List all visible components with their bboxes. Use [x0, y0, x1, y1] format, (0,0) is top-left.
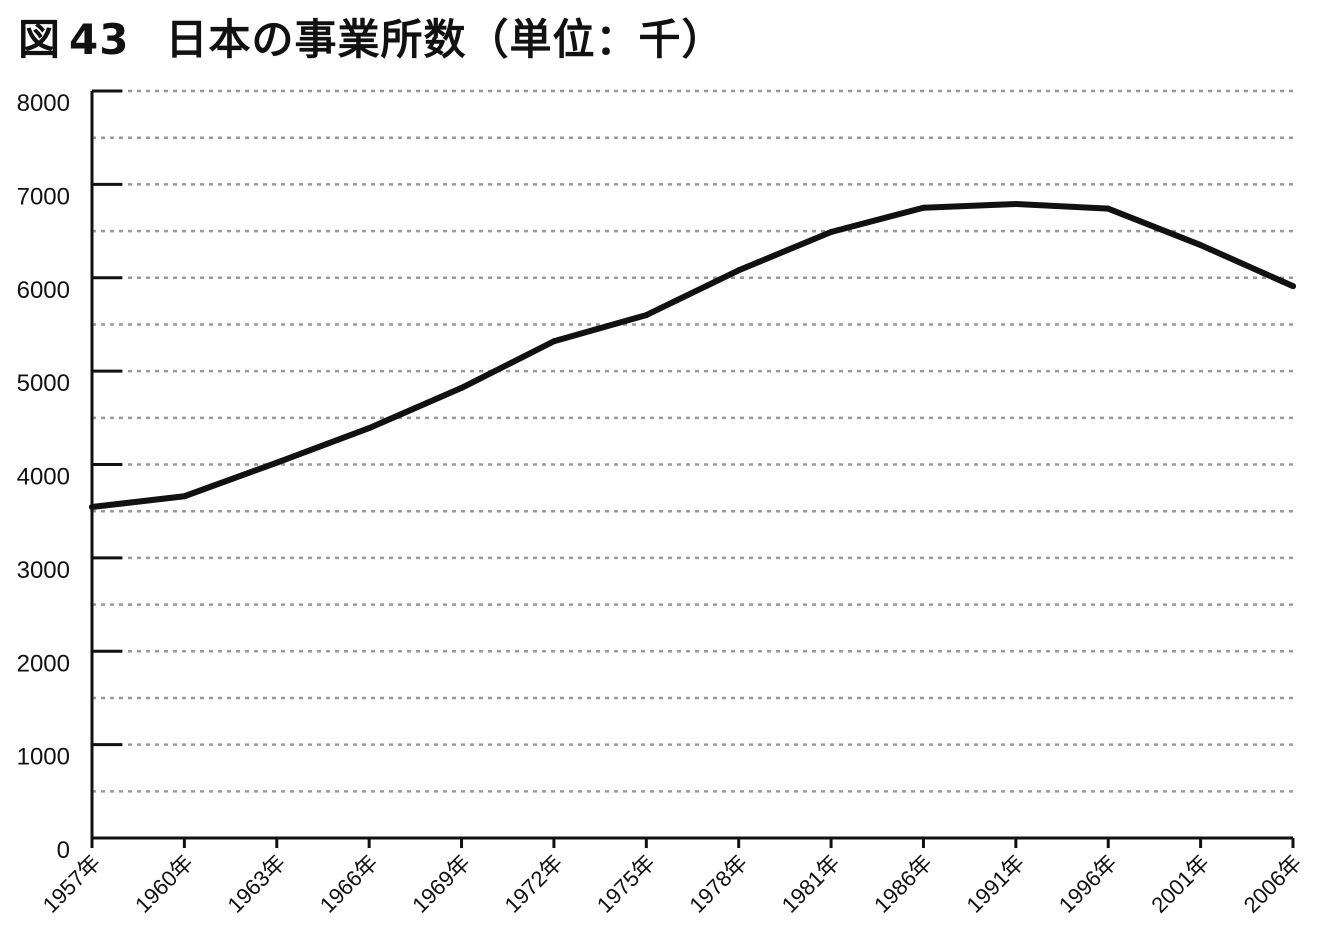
- data-point: [1012, 200, 1019, 207]
- x-tick-label: 1975年: [592, 850, 660, 918]
- data-point: [1197, 242, 1204, 249]
- x-tick-label: 1978年: [684, 850, 752, 918]
- data-point: [550, 338, 557, 345]
- data-point: [643, 312, 650, 319]
- x-tick-label: 2001年: [1146, 850, 1214, 918]
- x-tick-label: 2006年: [1239, 850, 1307, 918]
- data-point: [1290, 283, 1296, 290]
- data-point: [181, 493, 188, 500]
- tick-labels: 0 1000 2000 3000 4000 5000 6000 7000 8000 1957年 19…: [17, 90, 1307, 918]
- figure-title-prefix: 図: [18, 15, 62, 64]
- axes: [90, 89, 1295, 848]
- data-point: [273, 459, 280, 466]
- series: [89, 200, 1296, 510]
- y-tick-label: 5000: [17, 370, 70, 397]
- data-point: [366, 425, 373, 432]
- figure-title: 図 43 日本の事業所数（単位：千）: [18, 6, 724, 67]
- y-tick-label: 8000: [17, 90, 70, 117]
- x-tick-label: 1966年: [315, 850, 383, 918]
- y-tick-label: 4000: [17, 464, 70, 491]
- data-point: [1105, 205, 1112, 212]
- data-point: [828, 228, 835, 235]
- grid-lines: [92, 89, 1293, 793]
- data-point: [920, 204, 927, 211]
- y-tick-label: 7000: [17, 183, 70, 210]
- series-line: [89, 200, 1296, 510]
- y-tick-label: 2000: [17, 650, 70, 677]
- x-tick-label: 1996年: [1054, 850, 1122, 918]
- data-point: [89, 503, 95, 510]
- x-tick-label: 1960年: [130, 850, 198, 918]
- data-point: [458, 384, 465, 391]
- x-tick-label: 1969年: [407, 850, 475, 918]
- figure-title-number: 43: [69, 15, 130, 64]
- x-tick-label: 1963年: [222, 850, 290, 918]
- x-tick-label: 1972年: [500, 850, 568, 918]
- x-tick-label: 1957年: [38, 850, 106, 918]
- figure-title-text: 日本の事業所数（単位：千）: [165, 15, 725, 64]
- y-tick-label: 1000: [17, 744, 70, 771]
- y-tick-label: 0: [57, 837, 70, 864]
- x-tick-label: 1981年: [777, 850, 845, 918]
- data-point: [735, 267, 742, 274]
- y-tick-label: 3000: [17, 557, 70, 584]
- x-tick-label: 1986年: [869, 850, 937, 918]
- x-tick-label: 1991年: [962, 850, 1030, 918]
- y-tick-label: 6000: [17, 277, 70, 304]
